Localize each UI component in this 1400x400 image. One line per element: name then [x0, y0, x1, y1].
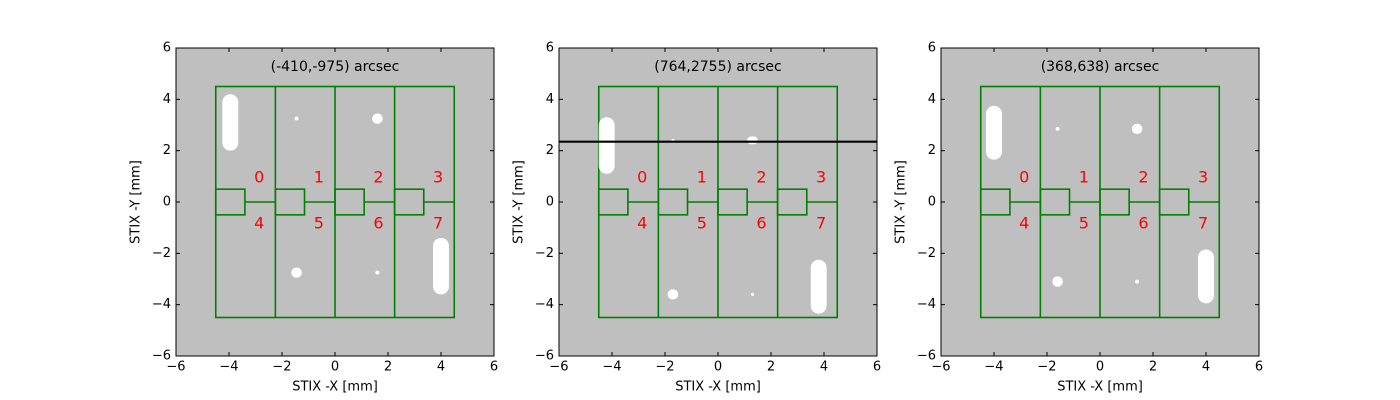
spot — [1055, 126, 1060, 131]
x-tick-label: 0 — [714, 360, 722, 375]
y-tick-label: 4 — [163, 92, 171, 107]
x-tick-label: 6 — [490, 360, 498, 375]
y-tick-label: −2 — [535, 246, 554, 261]
x-tick-label: −4 — [219, 360, 238, 375]
y-tick-label: −2 — [152, 246, 171, 261]
spot — [667, 289, 679, 300]
pixel-label: 6 — [1138, 214, 1148, 233]
y-tick-label: 4 — [546, 92, 554, 107]
spot — [747, 136, 758, 145]
x-axis-label: STIX -X [mm] — [1057, 380, 1143, 395]
y-tick-label: −4 — [535, 297, 554, 312]
y-tick-label: 4 — [928, 92, 936, 107]
pixel-label: 3 — [1198, 168, 1208, 187]
pixel-label: 7 — [433, 214, 443, 233]
pixel-label: 6 — [756, 214, 766, 233]
pixel-label: 1 — [314, 168, 324, 187]
pixel-label: 3 — [433, 168, 443, 187]
x-axis-label: STIX -X [mm] — [675, 380, 761, 395]
spot — [1198, 249, 1214, 304]
pixel-label: 0 — [637, 168, 647, 187]
x-tick-label: 4 — [1202, 360, 1210, 375]
pixel-label: 7 — [1198, 214, 1208, 233]
y-tick-label: 2 — [546, 143, 554, 158]
x-tick-label: 2 — [1149, 360, 1157, 375]
spot — [433, 237, 449, 295]
panel: 0 4 1 5 2 6 3 7 −6 −4 −2 0 2 4 6 −6 −4 −2 0 2 4 6 (-410,-975) … — [129, 41, 499, 395]
spot — [1052, 276, 1063, 287]
x-tick-label: 0 — [1096, 360, 1104, 375]
spot — [1135, 279, 1140, 284]
pixel-label: 5 — [1079, 214, 1089, 233]
y-tick-label: 6 — [928, 41, 936, 56]
y-tick-label: −2 — [917, 246, 936, 261]
spot — [375, 270, 380, 275]
y-axis-label: STIX -Y [mm] — [894, 160, 909, 244]
x-tick-label: 2 — [384, 360, 392, 375]
pixel-label: 5 — [697, 214, 707, 233]
pixel-label: 1 — [697, 168, 707, 187]
spot — [294, 116, 299, 121]
panel: 0 4 1 5 2 6 3 7 −6 −4 −2 0 2 4 6 −6 −4 −2 0 2 4 6 (764,2755) a… — [512, 41, 882, 395]
panel-title: (764,2755) arcsec — [654, 59, 782, 75]
spot — [291, 267, 302, 278]
panel-title: (368,638) arcsec — [1041, 59, 1160, 75]
x-tick-label: −6 — [166, 360, 185, 375]
pixel-label: 7 — [816, 214, 826, 233]
panel-title: (-410,-975) arcsec — [271, 59, 400, 75]
y-tick-label: −4 — [917, 297, 936, 312]
spot — [1131, 123, 1143, 134]
pixel-label: 5 — [314, 214, 324, 233]
x-tick-label: −2 — [272, 360, 291, 375]
y-tick-label: 6 — [163, 41, 171, 56]
x-tick-label: 4 — [820, 360, 828, 375]
spot — [810, 259, 827, 314]
spot — [222, 94, 239, 151]
x-tick-label: −2 — [655, 360, 674, 375]
pixel-label: 0 — [1019, 168, 1029, 187]
pixel-label: 6 — [373, 214, 383, 233]
y-tick-label: 0 — [928, 195, 936, 210]
x-tick-label: −4 — [984, 360, 1003, 375]
x-tick-label: 6 — [1255, 360, 1263, 375]
pixel-label: 4 — [254, 214, 264, 233]
spot — [750, 292, 755, 296]
pixel-label: 3 — [816, 168, 826, 187]
x-tick-label: −2 — [1037, 360, 1056, 375]
spot — [986, 105, 1002, 160]
x-tick-label: 0 — [331, 360, 339, 375]
pixel-label: 2 — [373, 168, 383, 187]
x-tick-label: 4 — [437, 360, 445, 375]
spot — [598, 117, 615, 174]
pixel-label: 2 — [1138, 168, 1148, 187]
y-axis-label: STIX -Y [mm] — [129, 160, 144, 244]
spot — [372, 113, 383, 124]
y-tick-label: 6 — [546, 41, 554, 56]
y-tick-label: 0 — [163, 195, 171, 210]
panel: 0 4 1 5 2 6 3 7 −6 −4 −2 0 2 4 6 −6 −4 −2 0 2 4 6 (368,638) ar… — [894, 41, 1264, 395]
x-tick-label: −6 — [549, 360, 568, 375]
pixel-label: 1 — [1079, 168, 1089, 187]
pixel-label: 2 — [756, 168, 766, 187]
pixel-label: 4 — [637, 214, 647, 233]
y-tick-label: −4 — [152, 297, 171, 312]
y-tick-label: −6 — [917, 349, 936, 364]
x-tick-label: −6 — [931, 360, 950, 375]
y-tick-label: 2 — [163, 143, 171, 158]
y-tick-label: −6 — [152, 349, 171, 364]
pixel-label: 4 — [1019, 214, 1029, 233]
y-tick-label: 0 — [546, 195, 554, 210]
x-tick-label: 6 — [873, 360, 881, 375]
pixel-label: 0 — [254, 168, 264, 187]
y-tick-label: −6 — [535, 349, 554, 364]
x-axis-label: STIX -X [mm] — [292, 380, 378, 395]
x-tick-label: 2 — [767, 360, 775, 375]
x-tick-label: −4 — [602, 360, 621, 375]
y-tick-label: 2 — [928, 143, 936, 158]
y-axis-label: STIX -Y [mm] — [512, 160, 527, 244]
